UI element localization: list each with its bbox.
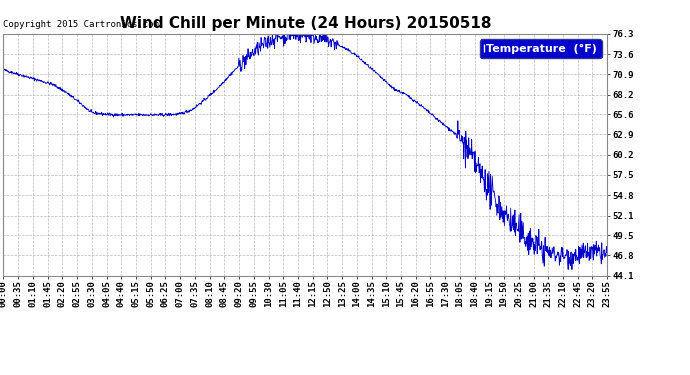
Legend: Temperature  (°F): Temperature (°F) <box>480 39 602 58</box>
Title: Wind Chill per Minute (24 Hours) 20150518: Wind Chill per Minute (24 Hours) 2015051… <box>119 16 491 31</box>
Text: Copyright 2015 Cartronics.com: Copyright 2015 Cartronics.com <box>3 20 159 29</box>
